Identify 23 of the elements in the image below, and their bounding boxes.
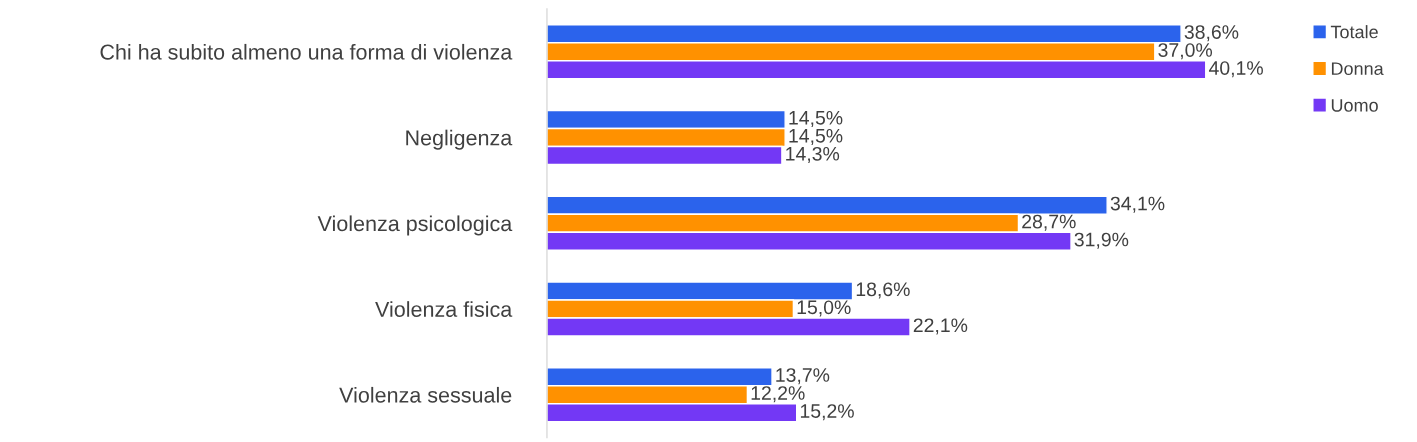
y-tick-label: Violenza psicologica xyxy=(317,215,513,236)
y-tick-label: Chi ha subito almeno una forma di violenza xyxy=(100,43,513,60)
data-label: 37,0% xyxy=(1158,43,1213,60)
data-label: 28,7% xyxy=(1022,214,1076,231)
legend-label: Totale xyxy=(1330,25,1378,39)
y-tick-label: Violenza sessuale xyxy=(339,386,512,403)
legend-label: Donna xyxy=(1331,62,1384,76)
data-label: 40,1% xyxy=(1208,61,1263,78)
data-label: 34,1% xyxy=(1110,196,1165,213)
legend-label: Uomo xyxy=(1331,99,1378,112)
data-label: 12,2% xyxy=(751,386,805,403)
data-label: 15,2% xyxy=(800,404,854,421)
data-label: 15,0% xyxy=(797,300,851,317)
data-label: 18,6% xyxy=(856,282,910,299)
data-label: 22,1% xyxy=(913,318,968,335)
data-label: 14,5% xyxy=(789,110,843,127)
data-label: 14,5% xyxy=(789,129,843,145)
data-label: 38,6% xyxy=(1184,25,1239,42)
data-label: 31,9% xyxy=(1074,232,1129,249)
y-tick-label: Violenza fisica xyxy=(375,301,513,317)
data-label: 13,7% xyxy=(776,368,830,385)
data-label: 14,3% xyxy=(786,146,840,163)
y-tick-label: Negligenza xyxy=(406,129,513,150)
